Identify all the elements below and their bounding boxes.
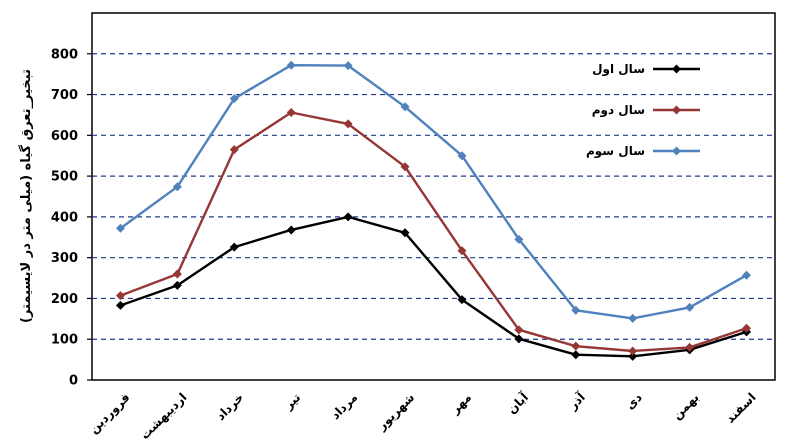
series-3-point-5 bbox=[400, 102, 410, 112]
y-tick-labels: 0 100 200 300 400 500 600 700 800 bbox=[51, 47, 78, 388]
y-axis-label: تبخیر_تعرق گیاه (میلی متر در لایسیمتر) bbox=[18, 69, 34, 323]
x-tick-label-11: اسفند bbox=[723, 390, 759, 426]
legend-label-1: سال اول bbox=[592, 62, 645, 77]
x-tick-label-2: خرداد bbox=[213, 390, 246, 423]
legend: سال اول سال دوم سال سوم bbox=[586, 62, 700, 159]
series-2-point-6 bbox=[457, 246, 467, 256]
series-1-point-3 bbox=[286, 225, 296, 235]
legend-marker-2 bbox=[672, 105, 681, 115]
y-tick-label-800: 800 bbox=[51, 47, 78, 62]
series-2-point-0 bbox=[115, 291, 125, 301]
series-3-point-9 bbox=[628, 313, 638, 323]
series-1-point-1 bbox=[172, 280, 182, 290]
x-tick-label-9: دی bbox=[623, 390, 645, 412]
x-tick-label-1: اردیبهشت bbox=[138, 390, 190, 442]
series-3-line bbox=[119, 63, 748, 320]
y-tick-label-700: 700 bbox=[51, 88, 78, 103]
legend-item-3: سال سوم bbox=[586, 144, 700, 159]
series-2-line bbox=[120, 111, 747, 353]
series-1-point-2 bbox=[229, 242, 239, 252]
series-2-point-7 bbox=[514, 325, 524, 335]
series-3-point-2 bbox=[229, 94, 239, 104]
legend-label-2: سال دوم bbox=[592, 103, 645, 118]
series-2-point-3 bbox=[286, 107, 296, 117]
legend-label-3: سال سوم bbox=[586, 144, 645, 159]
y-tick-label-400: 400 bbox=[51, 210, 78, 225]
series-2-point-5 bbox=[400, 162, 410, 172]
x-tick-label-5: شهریور bbox=[374, 390, 418, 434]
series-2-point-2 bbox=[229, 145, 239, 155]
x-tick-label-3: تیر bbox=[281, 390, 304, 413]
series-2-point-9 bbox=[628, 346, 638, 356]
legend-item-1: سال اول bbox=[592, 62, 700, 77]
series-3-point-8 bbox=[571, 305, 581, 315]
legend-item-2: سال دوم bbox=[592, 103, 700, 118]
series-1-point-9 bbox=[628, 351, 638, 361]
grid-layer bbox=[87, 53, 775, 381]
x-tick-label-10: بهمن bbox=[670, 390, 702, 422]
series-1-point-7 bbox=[514, 334, 524, 344]
series-1-point-0 bbox=[115, 300, 125, 310]
series-3-point-3 bbox=[286, 60, 296, 70]
x-tick-label-6: مهر bbox=[447, 390, 474, 417]
legend-marker-1 bbox=[672, 64, 681, 74]
series-2-point-11 bbox=[742, 323, 752, 333]
series-2-point-4 bbox=[343, 119, 353, 129]
series-3-point-10 bbox=[685, 302, 695, 312]
y-tick-label-600: 600 bbox=[51, 129, 78, 144]
series-3-point-4 bbox=[343, 61, 353, 71]
series-1 bbox=[115, 212, 752, 361]
legend-marker-3 bbox=[672, 146, 681, 156]
series-3-point-7 bbox=[514, 234, 524, 244]
series-2-point-8 bbox=[571, 341, 581, 351]
y-tick-label-300: 300 bbox=[51, 251, 78, 266]
x-tick-label-7: آبان bbox=[504, 389, 532, 417]
y-tick-label-100: 100 bbox=[51, 333, 78, 348]
series-3-point-1 bbox=[172, 182, 182, 192]
series-3 bbox=[115, 60, 752, 323]
series-2-point-10 bbox=[685, 342, 695, 352]
series-1-point-5 bbox=[400, 228, 410, 238]
series-3-point-11 bbox=[742, 270, 752, 280]
series-2 bbox=[115, 107, 752, 356]
series-layer bbox=[115, 60, 752, 361]
plot-area bbox=[91, 12, 776, 381]
series-1-point-4 bbox=[343, 212, 353, 222]
series-1-point-6 bbox=[457, 295, 467, 305]
y-tick-label-0: 0 bbox=[69, 374, 78, 389]
x-tick-label-8: آذر bbox=[564, 389, 588, 413]
series-3-point-6 bbox=[457, 151, 467, 161]
x-tick-labels: فروردین اردیبهشت خرداد تیر مرداد شهریور مهر آبا… bbox=[87, 389, 759, 442]
y-tick-label-500: 500 bbox=[51, 170, 78, 185]
series-1-line bbox=[120, 215, 747, 358]
x-tick-label-0: فروردین bbox=[87, 390, 134, 437]
x-tick-label-4: مرداد bbox=[328, 390, 360, 422]
series-1-point-8 bbox=[571, 350, 581, 360]
series-2-point-1 bbox=[172, 269, 182, 279]
series-3-point-0 bbox=[115, 223, 125, 233]
y-tick-label-200: 200 bbox=[51, 292, 78, 307]
